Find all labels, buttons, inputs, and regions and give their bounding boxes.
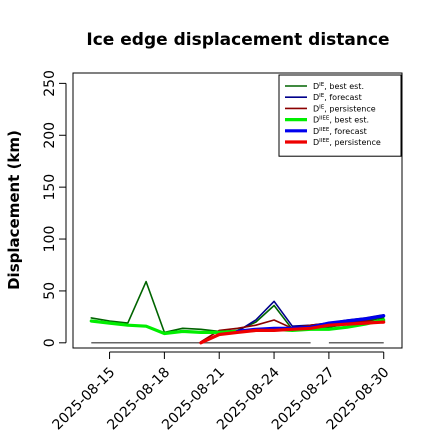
- y-tick-label-150: 150: [42, 174, 58, 201]
- data-series: [89, 280, 386, 345]
- y-tick-label-0: 0: [42, 338, 58, 347]
- legend-label-4: DIIEE, best est.: [313, 116, 369, 125]
- y-axis: 0 50 100 150 200 250: [42, 70, 67, 347]
- y-tick-label-100: 100: [42, 226, 58, 253]
- x-axis: 2025-08-152025-08-182025-08-212025-08-24…: [50, 351, 393, 433]
- y-tick-label-250: 250: [42, 70, 58, 97]
- chart-title: Ice edge displacement distance: [86, 30, 389, 50]
- series-line-6: [199, 320, 386, 345]
- legend-label-3: DIE, persistence: [313, 104, 376, 113]
- legend-label-2: DIE, forecast: [313, 93, 362, 102]
- legend-label-1: DIE, best est.: [313, 82, 364, 91]
- y-tick-label-50: 50: [42, 282, 58, 300]
- plot-frame: [72, 72, 403, 349]
- y-axis-label: Displacement (km): [5, 130, 23, 290]
- legend-label-5: DIIEE, forecast: [313, 127, 367, 136]
- y-tick-label-200: 200: [42, 122, 58, 149]
- plot-area: [72, 72, 403, 349]
- legend: DIE, best est. DIE, forecast DIE, persiste…: [278, 74, 402, 157]
- legend-label-6: DIIEE, persistence: [313, 138, 381, 147]
